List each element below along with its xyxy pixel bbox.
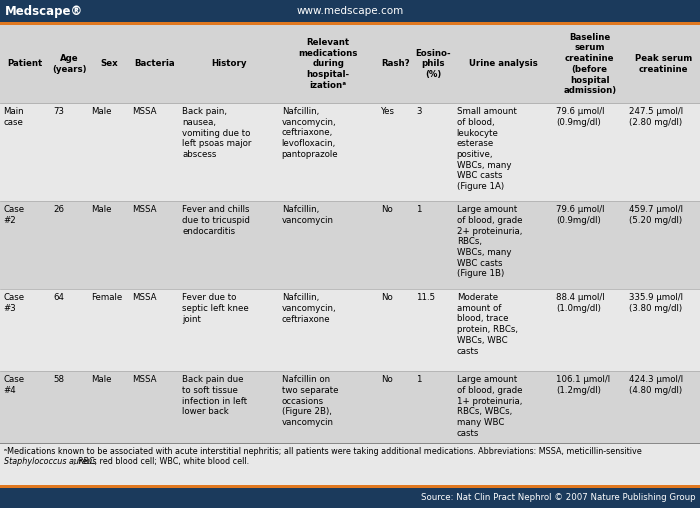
Text: 88.4 μmol/l
(1.0mg/dl): 88.4 μmol/l (1.0mg/dl) <box>556 293 605 313</box>
Text: ᵃMedications known to be associated with acute interstitial nephritis; all patie: ᵃMedications known to be associated with… <box>4 447 642 456</box>
Bar <box>0 103 700 201</box>
Text: 79.6 μmol/l
(0.9mg/dl): 79.6 μmol/l (0.9mg/dl) <box>556 205 604 225</box>
Text: No: No <box>381 375 393 384</box>
Text: Nafcillin on
two separate
occasions
(Figure 2B),
vancomycin: Nafcillin on two separate occasions (Fig… <box>281 375 338 427</box>
Bar <box>0 25 700 103</box>
Text: 247.5 μmol/l
(2.80 mg/dl): 247.5 μmol/l (2.80 mg/dl) <box>629 107 684 127</box>
Bar <box>0 0 700 22</box>
Text: History: History <box>211 59 247 69</box>
Text: Baseline
serum
creatinine
(before
hospital
admission): Baseline serum creatinine (before hospit… <box>563 33 616 96</box>
Text: ; RBC, red blood cell; WBC, white blood cell.: ; RBC, red blood cell; WBC, white blood … <box>74 457 249 466</box>
Text: Male: Male <box>91 107 112 116</box>
Text: 79.6 μmol/l
(0.9mg/dl): 79.6 μmol/l (0.9mg/dl) <box>556 107 604 127</box>
Text: Eosino-
phils
(%): Eosino- phils (%) <box>416 49 452 79</box>
Text: Nafcillin,
vancomycin: Nafcillin, vancomycin <box>281 205 334 225</box>
Text: 58: 58 <box>53 375 64 384</box>
Text: Nafcillin,
vancomycin,
ceftriaxone,
levofloxacin,
pantoprazole: Nafcillin, vancomycin, ceftriaxone, levo… <box>281 107 338 159</box>
Text: Large amount
of blood, grade
1+ proteinuria,
RBCs, WBCs,
many WBC
casts: Large amount of blood, grade 1+ proteinu… <box>456 375 522 438</box>
Text: Bacteria: Bacteria <box>134 59 175 69</box>
Text: Case
#4: Case #4 <box>3 375 24 395</box>
Bar <box>0 289 700 371</box>
Text: 335.9 μmol/l
(3.80 mg/dl): 335.9 μmol/l (3.80 mg/dl) <box>629 293 683 313</box>
Text: MSSA: MSSA <box>132 293 157 302</box>
Text: www.medscape.com: www.medscape.com <box>296 6 404 16</box>
Text: Back pain due
to soft tissue
infection in left
lower back: Back pain due to soft tissue infection i… <box>183 375 248 416</box>
Text: Nafcillin,
vancomycin,
ceftriaxone: Nafcillin, vancomycin, ceftriaxone <box>281 293 336 324</box>
Text: 424.3 μmol/l
(4.80 mg/dl): 424.3 μmol/l (4.80 mg/dl) <box>629 375 684 395</box>
Text: Fever due to
septic left knee
joint: Fever due to septic left knee joint <box>183 293 249 324</box>
Text: Large amount
of blood, grade
2+ proteinuria,
RBCs,
WBCs, many
WBC casts
(Figure : Large amount of blood, grade 2+ proteinu… <box>456 205 522 278</box>
Text: MSSA: MSSA <box>132 205 157 214</box>
Text: 1: 1 <box>416 375 421 384</box>
Text: 73: 73 <box>53 107 64 116</box>
Bar <box>0 371 700 443</box>
Bar <box>0 485 700 488</box>
Text: 106.1 μmol/l
(1.2mg/dl): 106.1 μmol/l (1.2mg/dl) <box>556 375 610 395</box>
Text: 1: 1 <box>416 205 421 214</box>
Text: Female: Female <box>91 293 122 302</box>
Text: 64: 64 <box>53 293 64 302</box>
Text: Yes: Yes <box>381 107 395 116</box>
Text: Main
case: Main case <box>3 107 24 127</box>
Bar <box>0 201 700 289</box>
Text: Relevant
medications
during
hospital-
izationᵃ: Relevant medications during hospital- iz… <box>299 38 358 90</box>
Text: 11.5: 11.5 <box>416 293 435 302</box>
Text: Small amount
of blood,
leukocyte
esterase
positive,
WBCs, many
WBC casts
(Figure: Small amount of blood, leukocyte esteras… <box>456 107 517 191</box>
Text: Male: Male <box>91 205 112 214</box>
Text: Rash?: Rash? <box>382 59 410 69</box>
Text: Age
(years): Age (years) <box>52 54 86 74</box>
Text: 26: 26 <box>53 205 64 214</box>
Text: Urine analysis: Urine analysis <box>469 59 538 69</box>
Text: Patient: Patient <box>8 59 43 69</box>
Text: 459.7 μmol/l
(5.20 mg/dl): 459.7 μmol/l (5.20 mg/dl) <box>629 205 683 225</box>
Text: MSSA: MSSA <box>132 107 157 116</box>
Text: Back pain,
nausea,
vomiting due to
left psoas major
abscess: Back pain, nausea, vomiting due to left … <box>183 107 252 159</box>
Text: Fever and chills
due to tricuspid
endocarditis: Fever and chills due to tricuspid endoca… <box>183 205 251 236</box>
Text: Male: Male <box>91 375 112 384</box>
Text: Medscape®: Medscape® <box>5 5 83 17</box>
Bar <box>0 488 700 508</box>
Text: Peak serum
creatinine: Peak serum creatinine <box>635 54 692 74</box>
Text: Case
#3: Case #3 <box>3 293 24 313</box>
Bar <box>0 443 700 485</box>
Text: Case
#2: Case #2 <box>3 205 24 225</box>
Text: Source: Nat Clin Pract Nephrol © 2007 Nature Publishing Group: Source: Nat Clin Pract Nephrol © 2007 Na… <box>421 493 696 502</box>
Text: 3: 3 <box>416 107 421 116</box>
Bar <box>0 22 700 25</box>
Text: No: No <box>381 205 393 214</box>
Text: Sex: Sex <box>100 59 118 69</box>
Text: No: No <box>381 293 393 302</box>
Text: Staphylococcus aureus: Staphylococcus aureus <box>4 457 97 466</box>
Text: Moderate
amount of
blood, trace
protein, RBCs,
WBCs, WBC
casts: Moderate amount of blood, trace protein,… <box>456 293 518 356</box>
Text: MSSA: MSSA <box>132 375 157 384</box>
